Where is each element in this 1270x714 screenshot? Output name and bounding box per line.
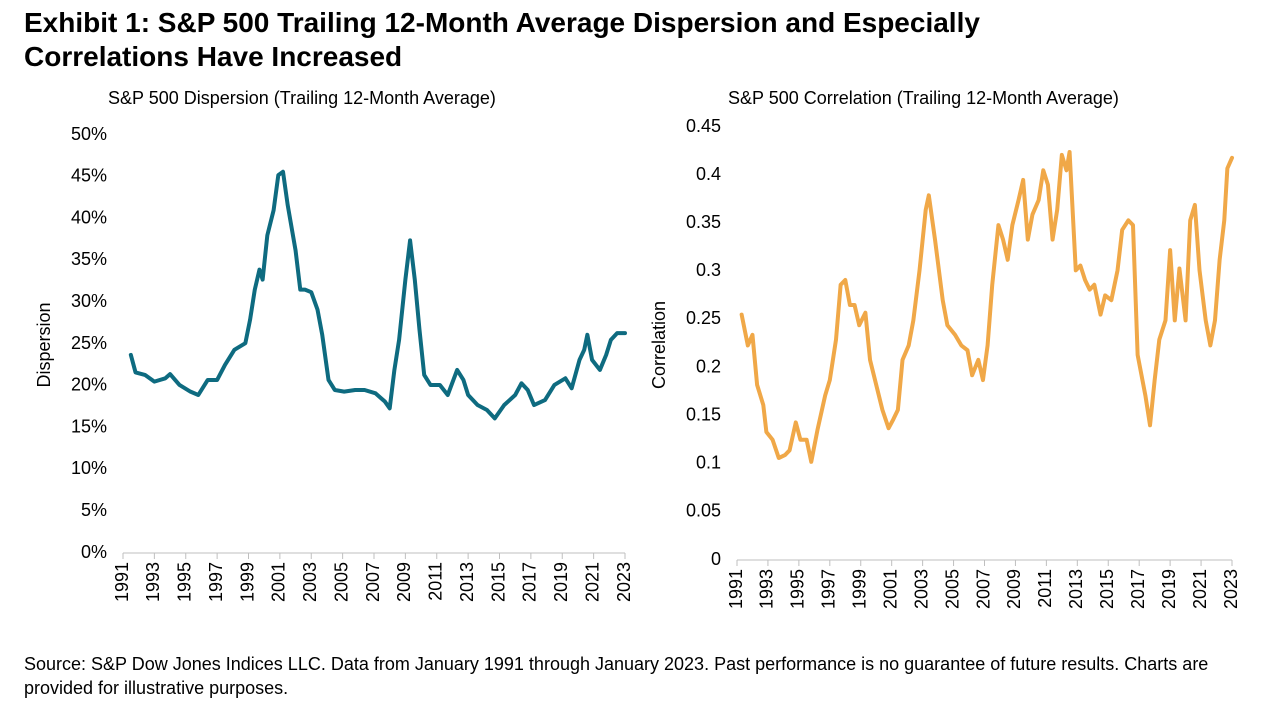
page-title: Exhibit 1: S&P 500 Trailing 12-Month Ave… bbox=[24, 7, 980, 72]
x-tick-label: 1993 bbox=[757, 569, 777, 609]
x-tick-label: 1999 bbox=[850, 569, 870, 609]
y-tick-label: 0.35 bbox=[686, 212, 721, 232]
x-tick-label: 2009 bbox=[394, 562, 414, 602]
x-tick-label: 2023 bbox=[1221, 569, 1241, 609]
x-tick-label: 2003 bbox=[300, 562, 320, 602]
x-tick-label: 2005 bbox=[942, 569, 962, 609]
data-line bbox=[739, 150, 1234, 464]
y-axis-label: Dispersion bbox=[34, 302, 54, 387]
y-tick-label: 0.45 bbox=[686, 116, 721, 136]
x-tick-label: 2013 bbox=[457, 562, 477, 602]
y-tick-label: 0% bbox=[81, 542, 107, 562]
x-tick-label: 1991 bbox=[726, 569, 746, 609]
x-tick-label: 2015 bbox=[488, 562, 508, 602]
x-tick-label: 2015 bbox=[1097, 569, 1117, 609]
x-tick-label: 2019 bbox=[1159, 569, 1179, 609]
x-tick-label: 1997 bbox=[819, 569, 839, 609]
y-tick-label: 0.2 bbox=[696, 356, 721, 376]
x-tick-label: 1999 bbox=[237, 562, 257, 602]
y-tick-label: 0 bbox=[711, 549, 721, 569]
x-tick-label: 1995 bbox=[788, 569, 808, 609]
x-tick-label: 2021 bbox=[1190, 569, 1210, 609]
x-tick-label: 2019 bbox=[551, 562, 571, 602]
x-tick-label: 2007 bbox=[973, 569, 993, 609]
footnote: Source: S&P Dow Jones Indices LLC. Data … bbox=[24, 654, 1209, 698]
y-tick-label: 40% bbox=[71, 207, 107, 227]
x-tick-label: 2017 bbox=[1128, 569, 1148, 609]
x-tick-label: 2017 bbox=[520, 562, 540, 602]
chart-subtitle: S&P 500 Correlation (Trailing 12-Month A… bbox=[728, 88, 1119, 108]
x-tick-label: 1991 bbox=[112, 562, 132, 602]
x-tick-label: 1995 bbox=[175, 562, 195, 602]
x-tick-label: 2011 bbox=[1035, 569, 1055, 608]
y-tick-label: 0.4 bbox=[696, 164, 721, 184]
y-tick-label: 0.05 bbox=[686, 501, 721, 521]
charts: S&P 500 Dispersion (Trailing 12-Month Av… bbox=[34, 88, 1241, 609]
y-tick-label: 45% bbox=[71, 166, 107, 186]
y-tick-label: 0.3 bbox=[696, 260, 721, 280]
y-tick-label: 30% bbox=[71, 291, 107, 311]
y-axis-label: Correlation bbox=[649, 301, 669, 389]
y-tick-label: 25% bbox=[71, 333, 107, 353]
y-tick-label: 50% bbox=[71, 124, 107, 144]
y-tick-label: 15% bbox=[71, 416, 107, 436]
y-tick-label: 0.15 bbox=[686, 404, 721, 424]
x-tick-label: 2007 bbox=[363, 562, 383, 602]
data-line bbox=[128, 169, 627, 421]
y-tick-label: 10% bbox=[71, 458, 107, 478]
y-tick-label: 0.25 bbox=[686, 308, 721, 328]
x-tick-label: 2009 bbox=[1004, 569, 1024, 609]
x-tick-label: 2023 bbox=[614, 562, 634, 602]
y-tick-label: 0.1 bbox=[696, 453, 721, 473]
x-tick-label: 2013 bbox=[1066, 569, 1086, 609]
x-tick-label: 1993 bbox=[143, 562, 163, 602]
y-tick-label: 5% bbox=[81, 500, 107, 520]
x-tick-label: 2003 bbox=[911, 569, 931, 609]
y-tick-label: 35% bbox=[71, 249, 107, 269]
y-tick-label: 20% bbox=[71, 375, 107, 395]
x-tick-label: 2021 bbox=[582, 562, 602, 602]
x-tick-label: 2001 bbox=[880, 569, 900, 609]
chart-subtitle: S&P 500 Dispersion (Trailing 12-Month Av… bbox=[108, 88, 496, 108]
x-tick-label: 1997 bbox=[206, 562, 226, 602]
x-tick-label: 2005 bbox=[331, 562, 351, 602]
x-tick-label: 2001 bbox=[269, 562, 289, 602]
x-tick-label: 2011 bbox=[426, 562, 446, 601]
